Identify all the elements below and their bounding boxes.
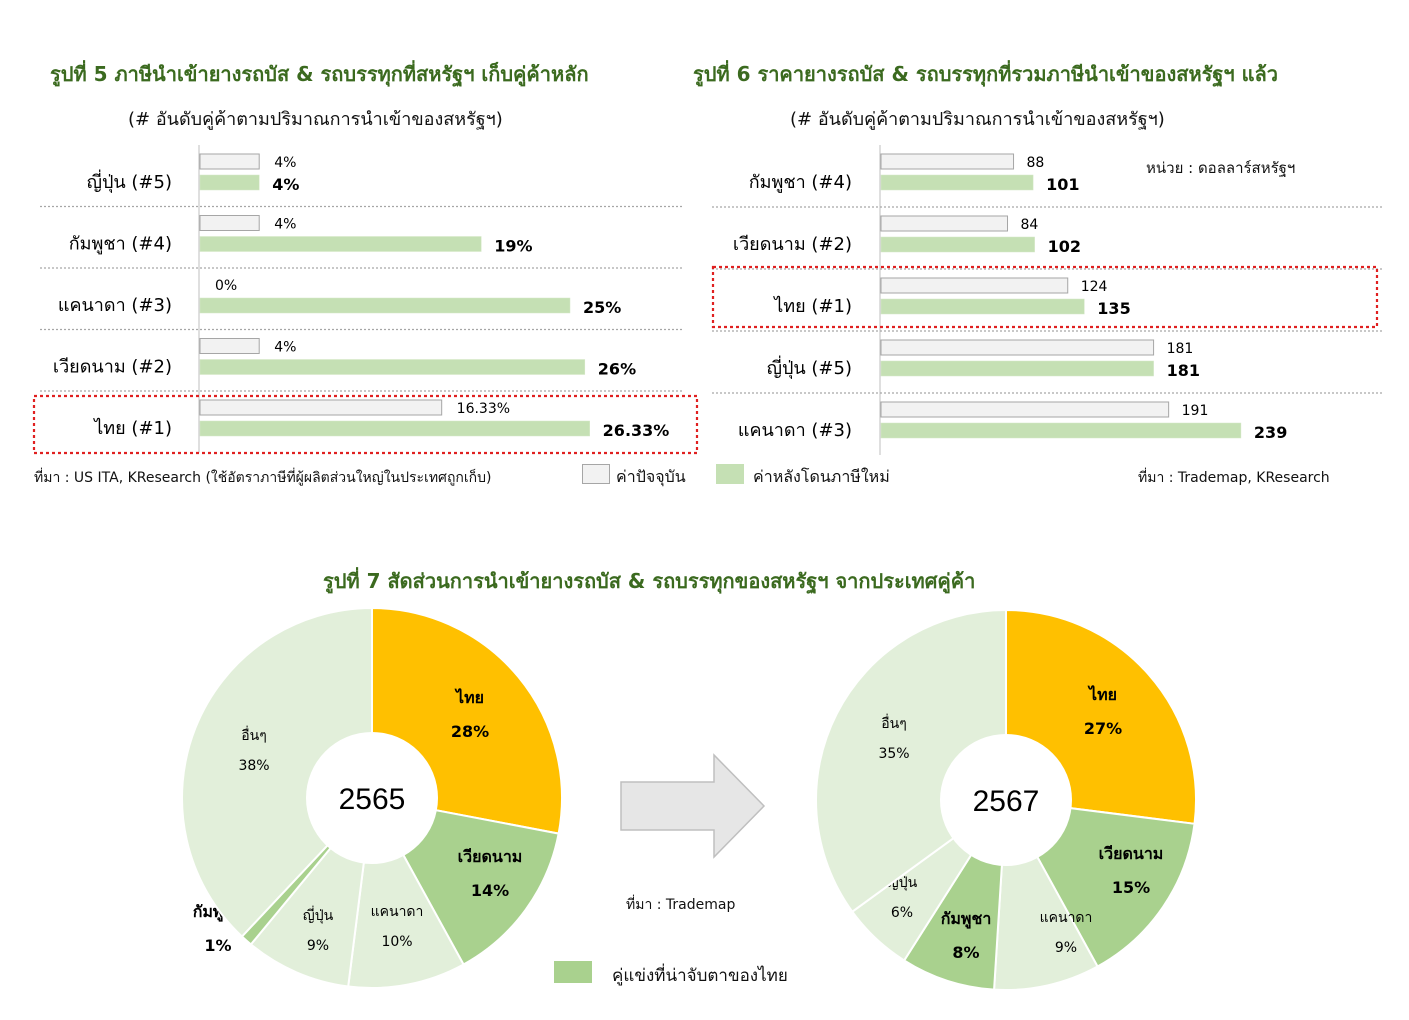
pie2567-center-label: 2567 <box>973 785 1040 818</box>
fig6-bar-current <box>880 153 1015 170</box>
pie2567-slice-label: ไทย <box>1087 685 1117 704</box>
fig5-subtitle: (# อันดับคู่ค้าตามปริมาณการนำเข้าของสหรั… <box>128 109 503 130</box>
fig5-label-after: 19% <box>494 237 532 256</box>
fig5-label-current: 16.33% <box>457 401 510 417</box>
pie2567-slice-value: 15% <box>1112 878 1150 897</box>
fig6-category-label: ญี่ปุ่น (#5) <box>767 355 852 379</box>
fig5-label-after: 4% <box>272 175 299 194</box>
pie2567-center-hole <box>940 734 1072 866</box>
fig5-category-label: กัมพูชา (#4) <box>69 234 172 255</box>
fig5-label-after: 25% <box>583 298 621 317</box>
fig6-label-after: 101 <box>1046 175 1079 194</box>
pie2567-slice-value: 8% <box>952 943 979 962</box>
fig5-bar-after <box>199 420 590 437</box>
legend-after-label: ค่าหลังโดนภาษีใหม่ <box>753 467 890 486</box>
fig6-bar-current <box>880 215 1009 232</box>
fig6-source: ที่มา : Trademap, KResearch <box>1138 470 1330 486</box>
fig7-source: ที่มา : Trademap <box>626 897 736 913</box>
pie2567-slice-label: เวียดนาม <box>1099 844 1164 863</box>
fig5-label-after: 26.33% <box>603 421 670 440</box>
fig6-bar-after <box>880 422 1242 439</box>
fig5-source: ที่มา : US ITA, KResearch (ใช้อัตราภาษีท… <box>34 470 492 486</box>
pie2565-slice-label: ญี่ปุ่น <box>303 906 334 924</box>
fig5-label-current: 4% <box>274 155 296 171</box>
fig6-label-current: 84 <box>1021 217 1039 233</box>
fig6-unit: หน่วย : ดอลลาร์สหรัฐฯ <box>1146 159 1296 177</box>
fig5-label-current: 4% <box>274 217 296 233</box>
fig5-category-label: แคนาดา (#3) <box>58 295 172 316</box>
pie2565-slice-value: 1% <box>204 936 231 955</box>
pie2567-slice-value: 27% <box>1084 719 1122 738</box>
fig5-bar-after <box>199 174 260 191</box>
fig6-category-label: กัมพูชา (#4) <box>749 172 852 193</box>
fig5-label-after: 26% <box>598 360 636 379</box>
fig6-category-label: แคนาดา (#3) <box>738 420 852 441</box>
fig5-bar-after <box>199 359 586 375</box>
fig7-legend-swatch <box>554 961 592 983</box>
pie2565-slice-value: 38% <box>238 758 269 774</box>
fig5-bar-current <box>199 153 260 170</box>
fig6-bar-after <box>880 174 1034 191</box>
pie2565-slice-label: แคนาดา <box>371 904 424 920</box>
fig5-highlight-box <box>32 394 699 455</box>
fig7-legend-label: คู่แข่งที่น่าจับตาของไทย <box>612 966 788 986</box>
fig5-bar-current <box>199 338 260 354</box>
fig6-label-after: 102 <box>1048 237 1081 256</box>
fig6-bar-current <box>880 277 1069 294</box>
fig5-label-current: 0% <box>215 278 237 294</box>
pie2565-slice-label: อื่นๆ <box>241 726 267 744</box>
transition-arrow-icon <box>620 753 766 859</box>
fig6-label-after: 135 <box>1097 299 1130 318</box>
fig6-bar-after <box>880 236 1035 253</box>
pie2567-slice-label: อื่นๆ <box>881 714 907 732</box>
fig5-bar-current <box>199 399 443 416</box>
fig5-category-label: เวียดนาม (#2) <box>53 357 172 378</box>
fig6-label-after: 181 <box>1167 361 1200 380</box>
fig6-category-label: เวียดนาม (#2) <box>733 234 852 255</box>
pie2565-slice-5 <box>181 606 373 938</box>
pie2565-center-label: 2565 <box>339 783 406 816</box>
legend-current-swatch <box>582 464 610 484</box>
fig7-title: รูปที่ 7 สัดส่วนการนำเข้ายางรถบัส & รถบร… <box>323 569 976 593</box>
fig6-label-after: 239 <box>1254 423 1287 442</box>
pie2565-center-hole <box>306 732 438 864</box>
fig6-label-current: 181 <box>1167 341 1194 357</box>
pie2567-slice-value: 9% <box>1055 940 1077 956</box>
fig5-bar-after <box>199 236 482 252</box>
pie2565-slice-value: 10% <box>381 934 412 950</box>
fig6-label-current: 124 <box>1081 279 1108 295</box>
fig5-label-current: 4% <box>274 340 296 356</box>
fig5-bar-after <box>199 297 571 314</box>
legend-after-swatch <box>716 464 744 484</box>
pie2565-slice-value: 9% <box>307 938 329 954</box>
fig6-highlight-box <box>711 265 1379 329</box>
fig6-subtitle: (# อันดับคู่ค้าตามปริมาณการนำเข้าของสหรั… <box>790 109 1165 130</box>
pie2565-slice-value: 14% <box>471 881 509 900</box>
fig5-title: รูปที่ 5 ภาษีนำเข้ายางรถบัส & รถบรรทุกที… <box>50 62 589 86</box>
fig6-label-current: 191 <box>1182 403 1209 419</box>
pie2565-slice-label: ไทย <box>454 688 484 707</box>
fig6-title: รูปที่ 6 ราคายางรถบัส & รถบรรทุกที่รวมภา… <box>693 62 1278 86</box>
fig6-category-label: ไทย (#1) <box>772 295 852 317</box>
pie2567-slice-value: 6% <box>891 905 913 921</box>
fig6-label-current: 88 <box>1027 155 1045 171</box>
pie2567-slice-label: กัมพูชา <box>941 909 992 930</box>
fig5-bar-current <box>199 215 260 231</box>
legend-current-label: ค่าปัจจุบัน <box>616 467 686 486</box>
pie2565-slice-label: เวียดนาม <box>458 847 523 866</box>
pie2565-slice-value: 28% <box>451 722 489 741</box>
fig6-bar-after <box>880 298 1085 315</box>
fig5-category-label: ไทย (#1) <box>92 417 172 439</box>
fig6-bar-current <box>880 401 1170 418</box>
fig5-category-label: ญี่ปุ่น (#5) <box>87 169 172 193</box>
pie2567-slice-5 <box>815 608 1007 914</box>
fig6-bar-after <box>880 360 1154 377</box>
pie2567-slice-label: แคนาดา <box>1040 910 1093 926</box>
pie2567-slice-value: 35% <box>878 746 909 762</box>
fig6-bar-current <box>880 339 1155 356</box>
